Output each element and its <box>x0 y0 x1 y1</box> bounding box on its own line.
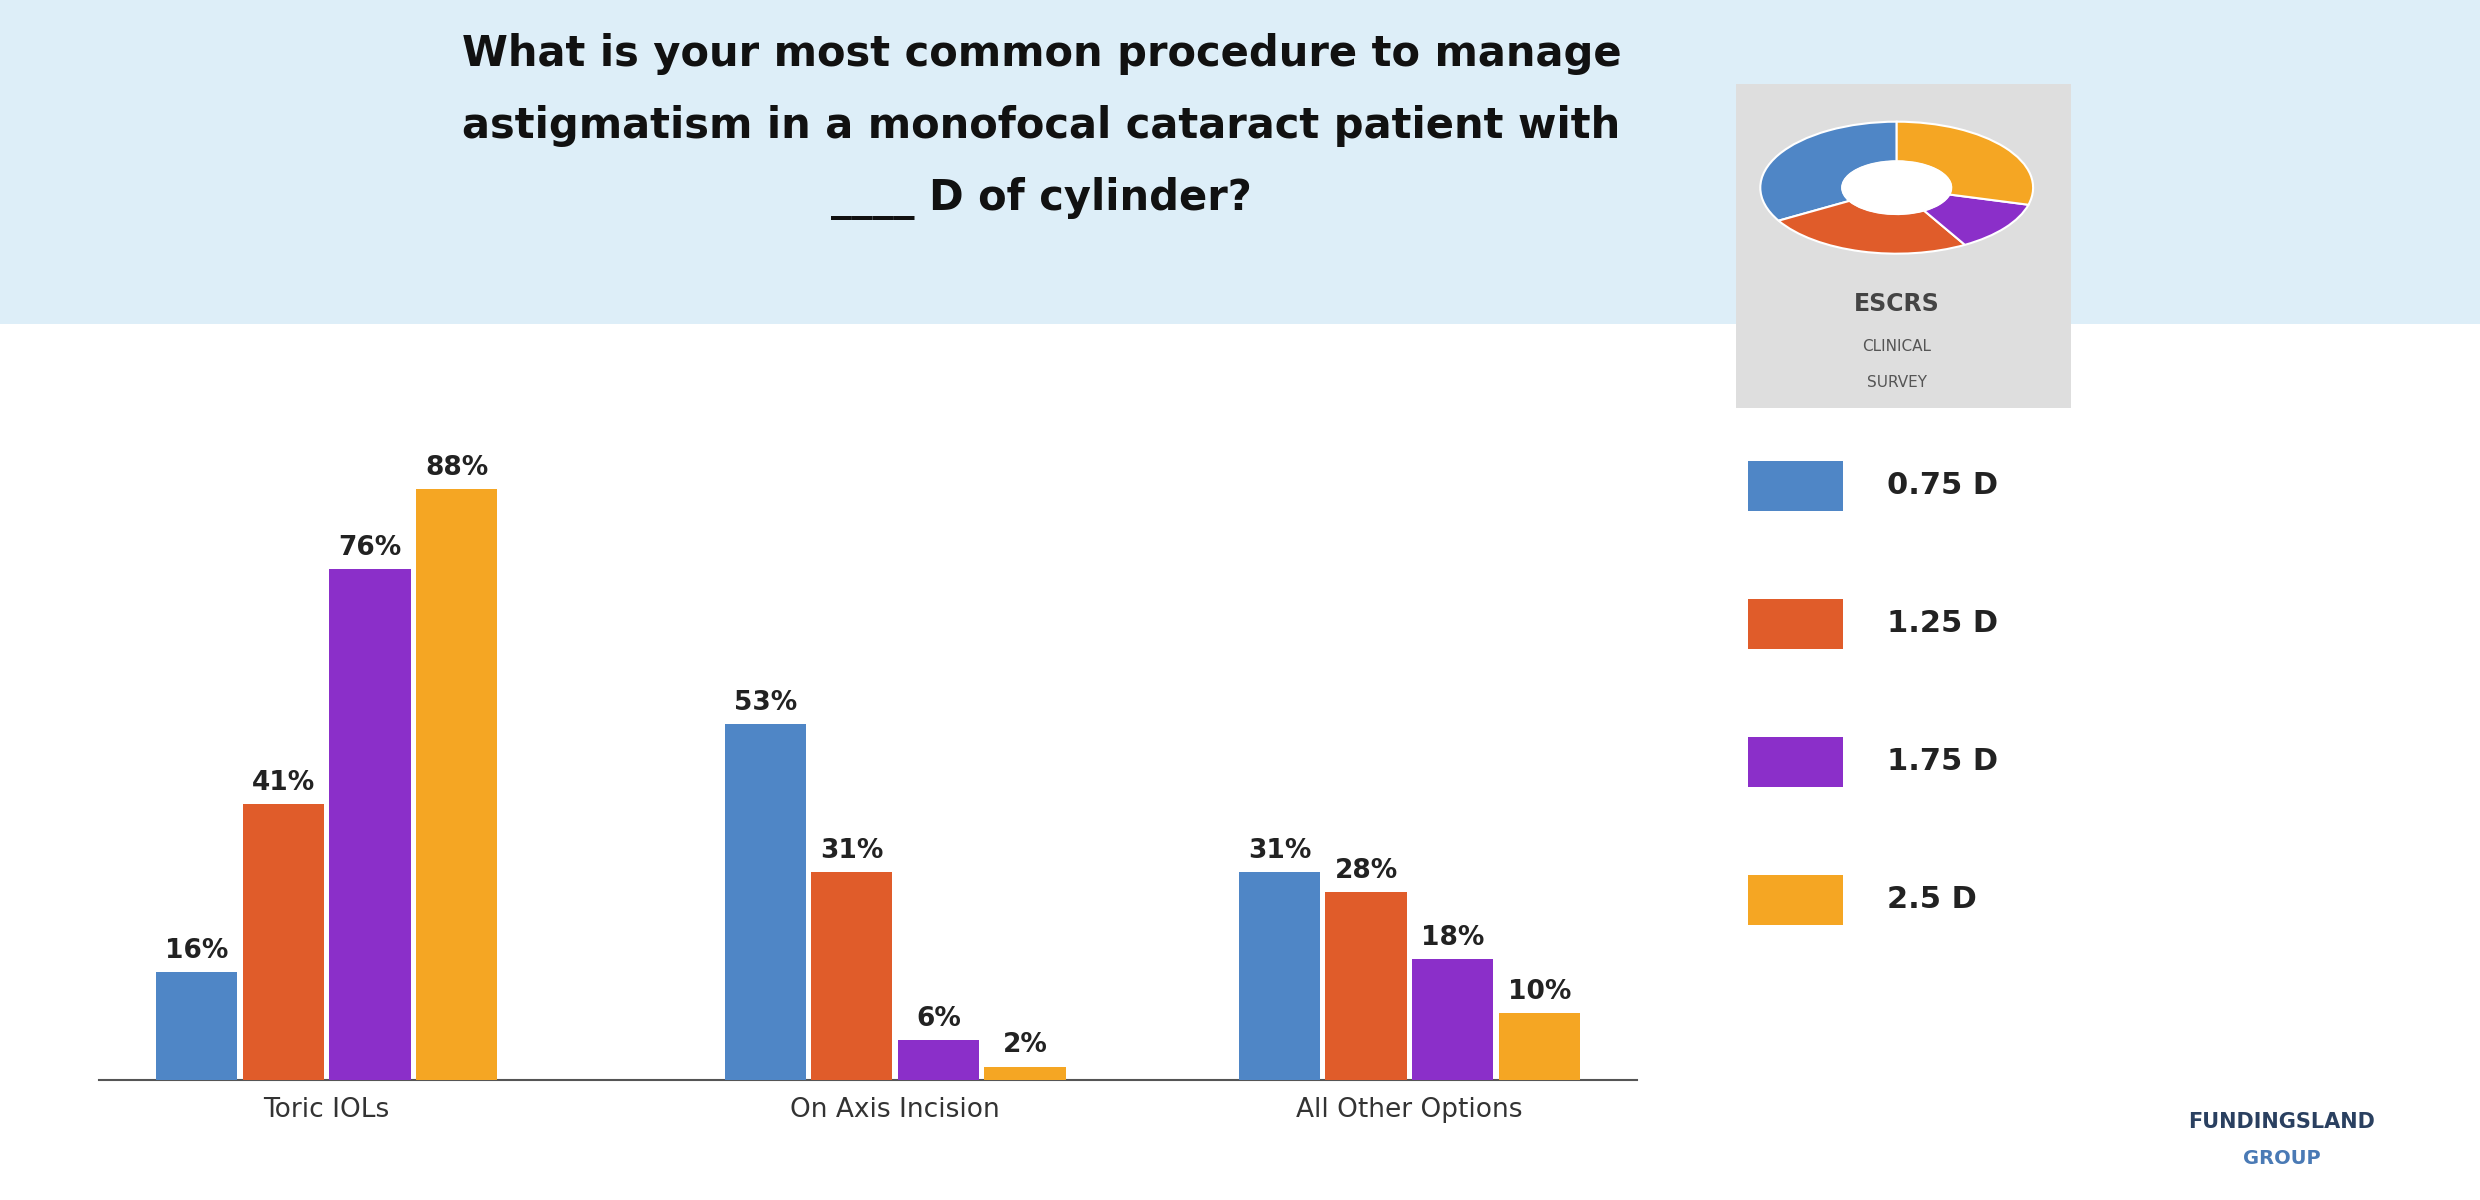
Text: 28%: 28% <box>1334 858 1399 883</box>
Text: GROUP: GROUP <box>2242 1148 2321 1168</box>
Bar <box>811 871 893 1080</box>
Text: 18%: 18% <box>1421 925 1486 950</box>
Text: 41%: 41% <box>250 770 315 797</box>
Text: 53%: 53% <box>734 690 796 715</box>
Bar <box>1240 871 1319 1080</box>
Text: 1.75 D: 1.75 D <box>1887 748 1999 776</box>
Text: 31%: 31% <box>821 838 883 864</box>
Text: 88%: 88% <box>424 455 489 480</box>
FancyBboxPatch shape <box>1748 875 1843 925</box>
Wedge shape <box>1761 121 1897 221</box>
FancyBboxPatch shape <box>1748 461 1843 511</box>
Text: FUNDINGSLAND: FUNDINGSLAND <box>2187 1112 2376 1132</box>
Text: 76%: 76% <box>337 535 402 562</box>
Text: 31%: 31% <box>1247 838 1312 864</box>
Text: ESCRS: ESCRS <box>1855 293 1939 317</box>
FancyBboxPatch shape <box>1748 599 1843 649</box>
Wedge shape <box>1778 200 1964 253</box>
Text: CLINICAL: CLINICAL <box>1862 338 1932 354</box>
FancyBboxPatch shape <box>0 0 2480 324</box>
Bar <box>985 1067 1066 1080</box>
Text: 10%: 10% <box>1508 979 1570 1004</box>
Text: 2%: 2% <box>1002 1032 1047 1058</box>
Text: 16%: 16% <box>166 938 228 965</box>
Bar <box>156 972 238 1080</box>
Text: astigmatism in a monofocal cataract patient with: astigmatism in a monofocal cataract pati… <box>461 104 1622 146</box>
Text: 2.5 D: 2.5 D <box>1887 886 1977 914</box>
Bar <box>1498 1013 1580 1080</box>
Text: 6%: 6% <box>915 1006 960 1032</box>
Bar <box>417 488 496 1080</box>
Bar <box>330 569 412 1080</box>
Wedge shape <box>1924 194 2029 245</box>
Bar <box>898 1039 980 1080</box>
Text: What is your most common procedure to manage: What is your most common procedure to ma… <box>461 32 1622 74</box>
Circle shape <box>1843 161 1952 214</box>
Text: ____ D of cylinder?: ____ D of cylinder? <box>831 176 1252 220</box>
Bar <box>1324 892 1406 1080</box>
Bar <box>243 804 325 1080</box>
Bar <box>724 724 806 1080</box>
FancyBboxPatch shape <box>1748 737 1843 787</box>
Text: 1.25 D: 1.25 D <box>1887 610 1999 638</box>
Text: 0.75 D: 0.75 D <box>1887 472 1999 500</box>
FancyBboxPatch shape <box>1736 84 2071 408</box>
Text: SURVEY: SURVEY <box>1867 374 1927 390</box>
Bar <box>1411 959 1493 1080</box>
Wedge shape <box>1897 121 2034 205</box>
